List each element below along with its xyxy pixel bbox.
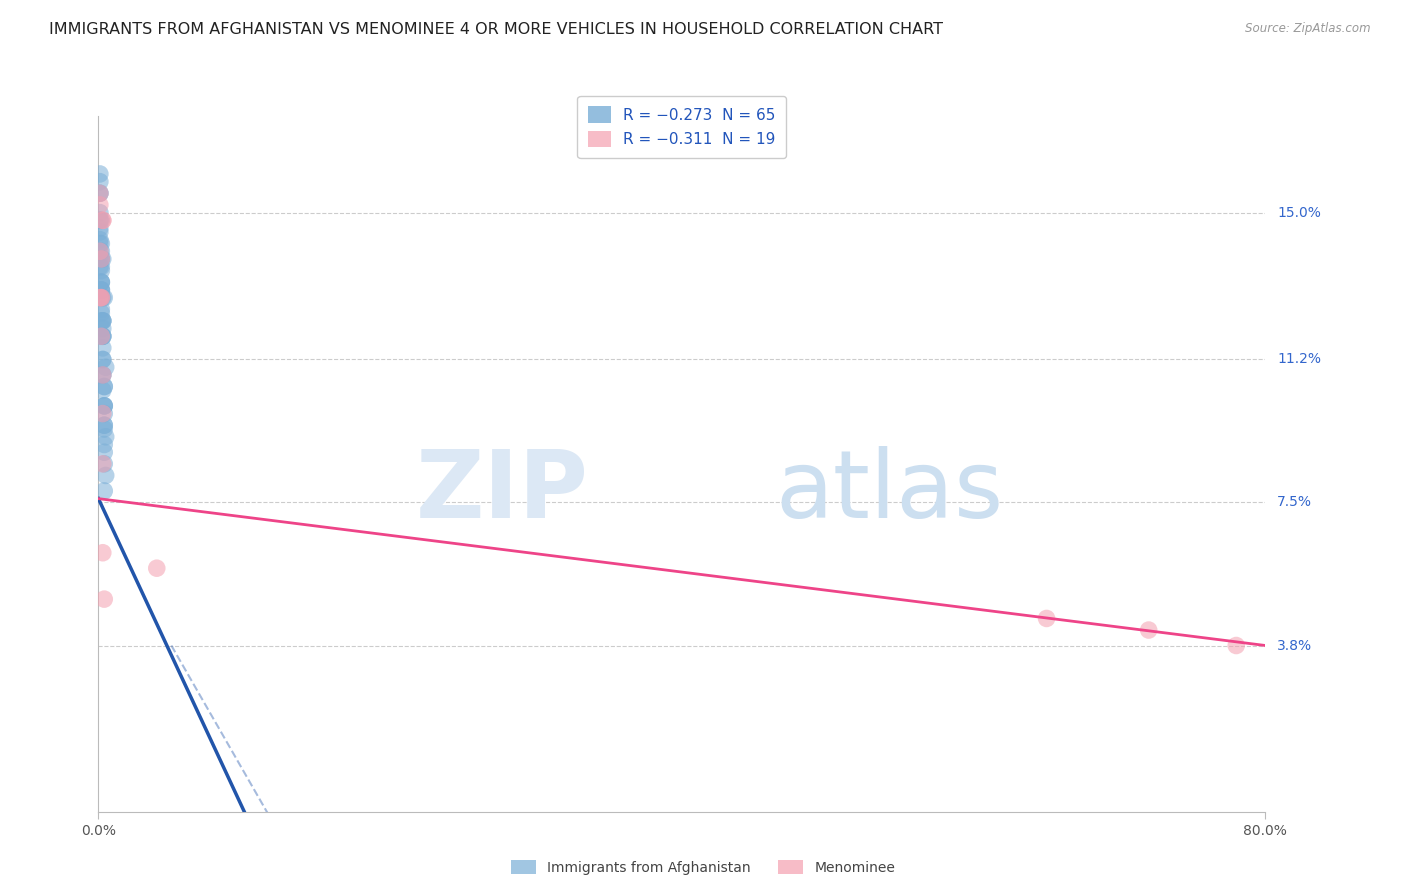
Point (91, 329, 114, 343)
Point (91, 213, 114, 227)
Point (90, 291, 112, 305)
Text: 15.0%: 15.0% (1277, 205, 1322, 219)
Point (91, 352, 114, 367)
Point (1035, 611, 1057, 625)
Point (90, 275, 112, 289)
Point (90, 283, 112, 297)
Point (93, 399, 115, 413)
Point (91, 407, 114, 421)
Point (89, 167, 111, 181)
Point (93, 407, 115, 421)
Legend: R = −0.273  N = 65, R = −0.311  N = 19: R = −0.273 N = 65, R = −0.311 N = 19 (578, 95, 786, 158)
Point (90, 306, 112, 320)
Point (89, 186, 111, 201)
Point (89, 291, 111, 305)
Point (90, 275, 112, 289)
Text: IMMIGRANTS FROM AFGHANISTAN VS MENOMINEE 4 OR MORE VEHICLES IN HOUSEHOLD CORRELA: IMMIGRANTS FROM AFGHANISTAN VS MENOMINEE… (49, 22, 943, 37)
Point (93, 418, 115, 433)
Point (89, 186, 111, 201)
Point (90, 291, 112, 305)
Point (93, 483, 115, 498)
Point (90, 260, 112, 274)
Point (89, 186, 111, 201)
Point (90, 236, 112, 251)
Point (91, 314, 114, 328)
Point (93, 437, 115, 451)
Point (93, 445, 115, 459)
Point (93, 418, 115, 433)
Point (91, 321, 114, 335)
Point (90, 252, 112, 266)
Point (90, 291, 112, 305)
Point (89, 260, 111, 274)
Point (89, 205, 111, 219)
Point (93, 592, 115, 607)
Text: 7.5%: 7.5% (1277, 495, 1312, 509)
Point (93, 379, 115, 393)
Point (90, 329, 112, 343)
Text: Source: ZipAtlas.com: Source: ZipAtlas.com (1246, 22, 1371, 36)
Point (89, 198, 111, 212)
Point (91, 368, 114, 382)
Point (91, 329, 114, 343)
Point (91, 213, 114, 227)
Point (91, 368, 114, 382)
Text: 11.2%: 11.2% (1277, 352, 1322, 367)
Point (91, 291, 114, 305)
Text: ZIP: ZIP (416, 446, 589, 538)
Point (93, 457, 115, 471)
Point (91, 341, 114, 355)
Point (94, 360, 117, 375)
Point (91, 457, 114, 471)
Point (91, 352, 114, 367)
Point (90, 275, 112, 289)
Point (89, 236, 111, 251)
Point (91, 384, 114, 398)
Point (89, 175, 111, 189)
Point (93, 399, 115, 413)
Point (89, 225, 111, 239)
Point (90, 263, 112, 277)
Point (90, 244, 112, 259)
Point (146, 561, 169, 575)
Point (93, 379, 115, 393)
Point (1225, 639, 1247, 653)
Legend: Immigrants from Afghanistan, Menominee: Immigrants from Afghanistan, Menominee (505, 855, 901, 880)
Point (90, 283, 112, 297)
Point (89, 213, 111, 227)
Point (90, 283, 112, 297)
Point (90, 314, 112, 328)
Point (91, 546, 114, 560)
Point (89, 233, 111, 247)
Point (94, 430, 117, 444)
Point (89, 244, 111, 259)
Point (91, 314, 114, 328)
Point (94, 468, 117, 483)
Point (89, 213, 111, 227)
Text: atlas: atlas (775, 446, 1004, 538)
Point (89, 252, 111, 266)
Point (90, 252, 112, 266)
Point (93, 399, 115, 413)
Point (89, 244, 111, 259)
Point (90, 329, 112, 343)
Point (91, 368, 114, 382)
Point (91, 314, 114, 328)
Point (91, 329, 114, 343)
Point (90, 252, 112, 266)
Point (90, 291, 112, 305)
Text: 3.8%: 3.8% (1277, 639, 1312, 653)
Point (90, 302, 112, 317)
Point (91, 252, 114, 266)
Point (90, 213, 112, 227)
Point (93, 422, 115, 436)
Point (89, 221, 111, 235)
Point (1137, 623, 1160, 637)
Point (93, 291, 115, 305)
